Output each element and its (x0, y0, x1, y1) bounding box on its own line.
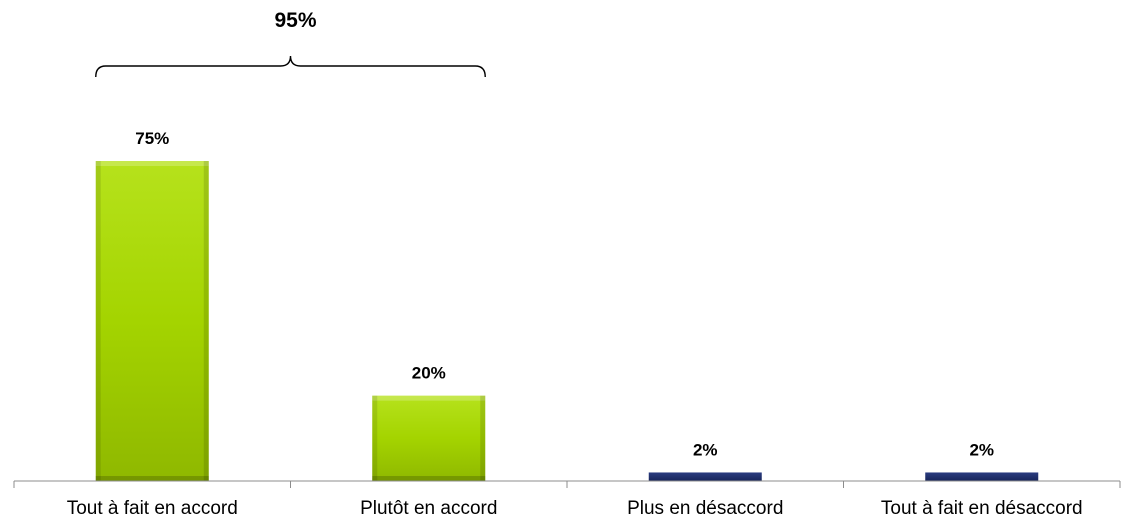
category-label-1: Tout à fait en accord (67, 498, 238, 519)
value-label-1: 75% (135, 129, 169, 148)
category-label-3: Plus en désaccord (627, 498, 783, 519)
value-label-4: 2% (969, 440, 994, 459)
value-label-2: 20% (412, 364, 446, 383)
bar-3 (648, 472, 762, 481)
bar-1 (95, 161, 209, 481)
bar-2 (372, 395, 486, 481)
bar-4 (925, 472, 1039, 481)
group-bracket (95, 55, 486, 78)
category-label-4: Tout à fait en désaccord (881, 498, 1083, 519)
group-bracket-label: 95% (274, 9, 316, 32)
category-label-2: Plutôt en accord (360, 498, 497, 519)
value-label-3: 2% (693, 440, 718, 459)
